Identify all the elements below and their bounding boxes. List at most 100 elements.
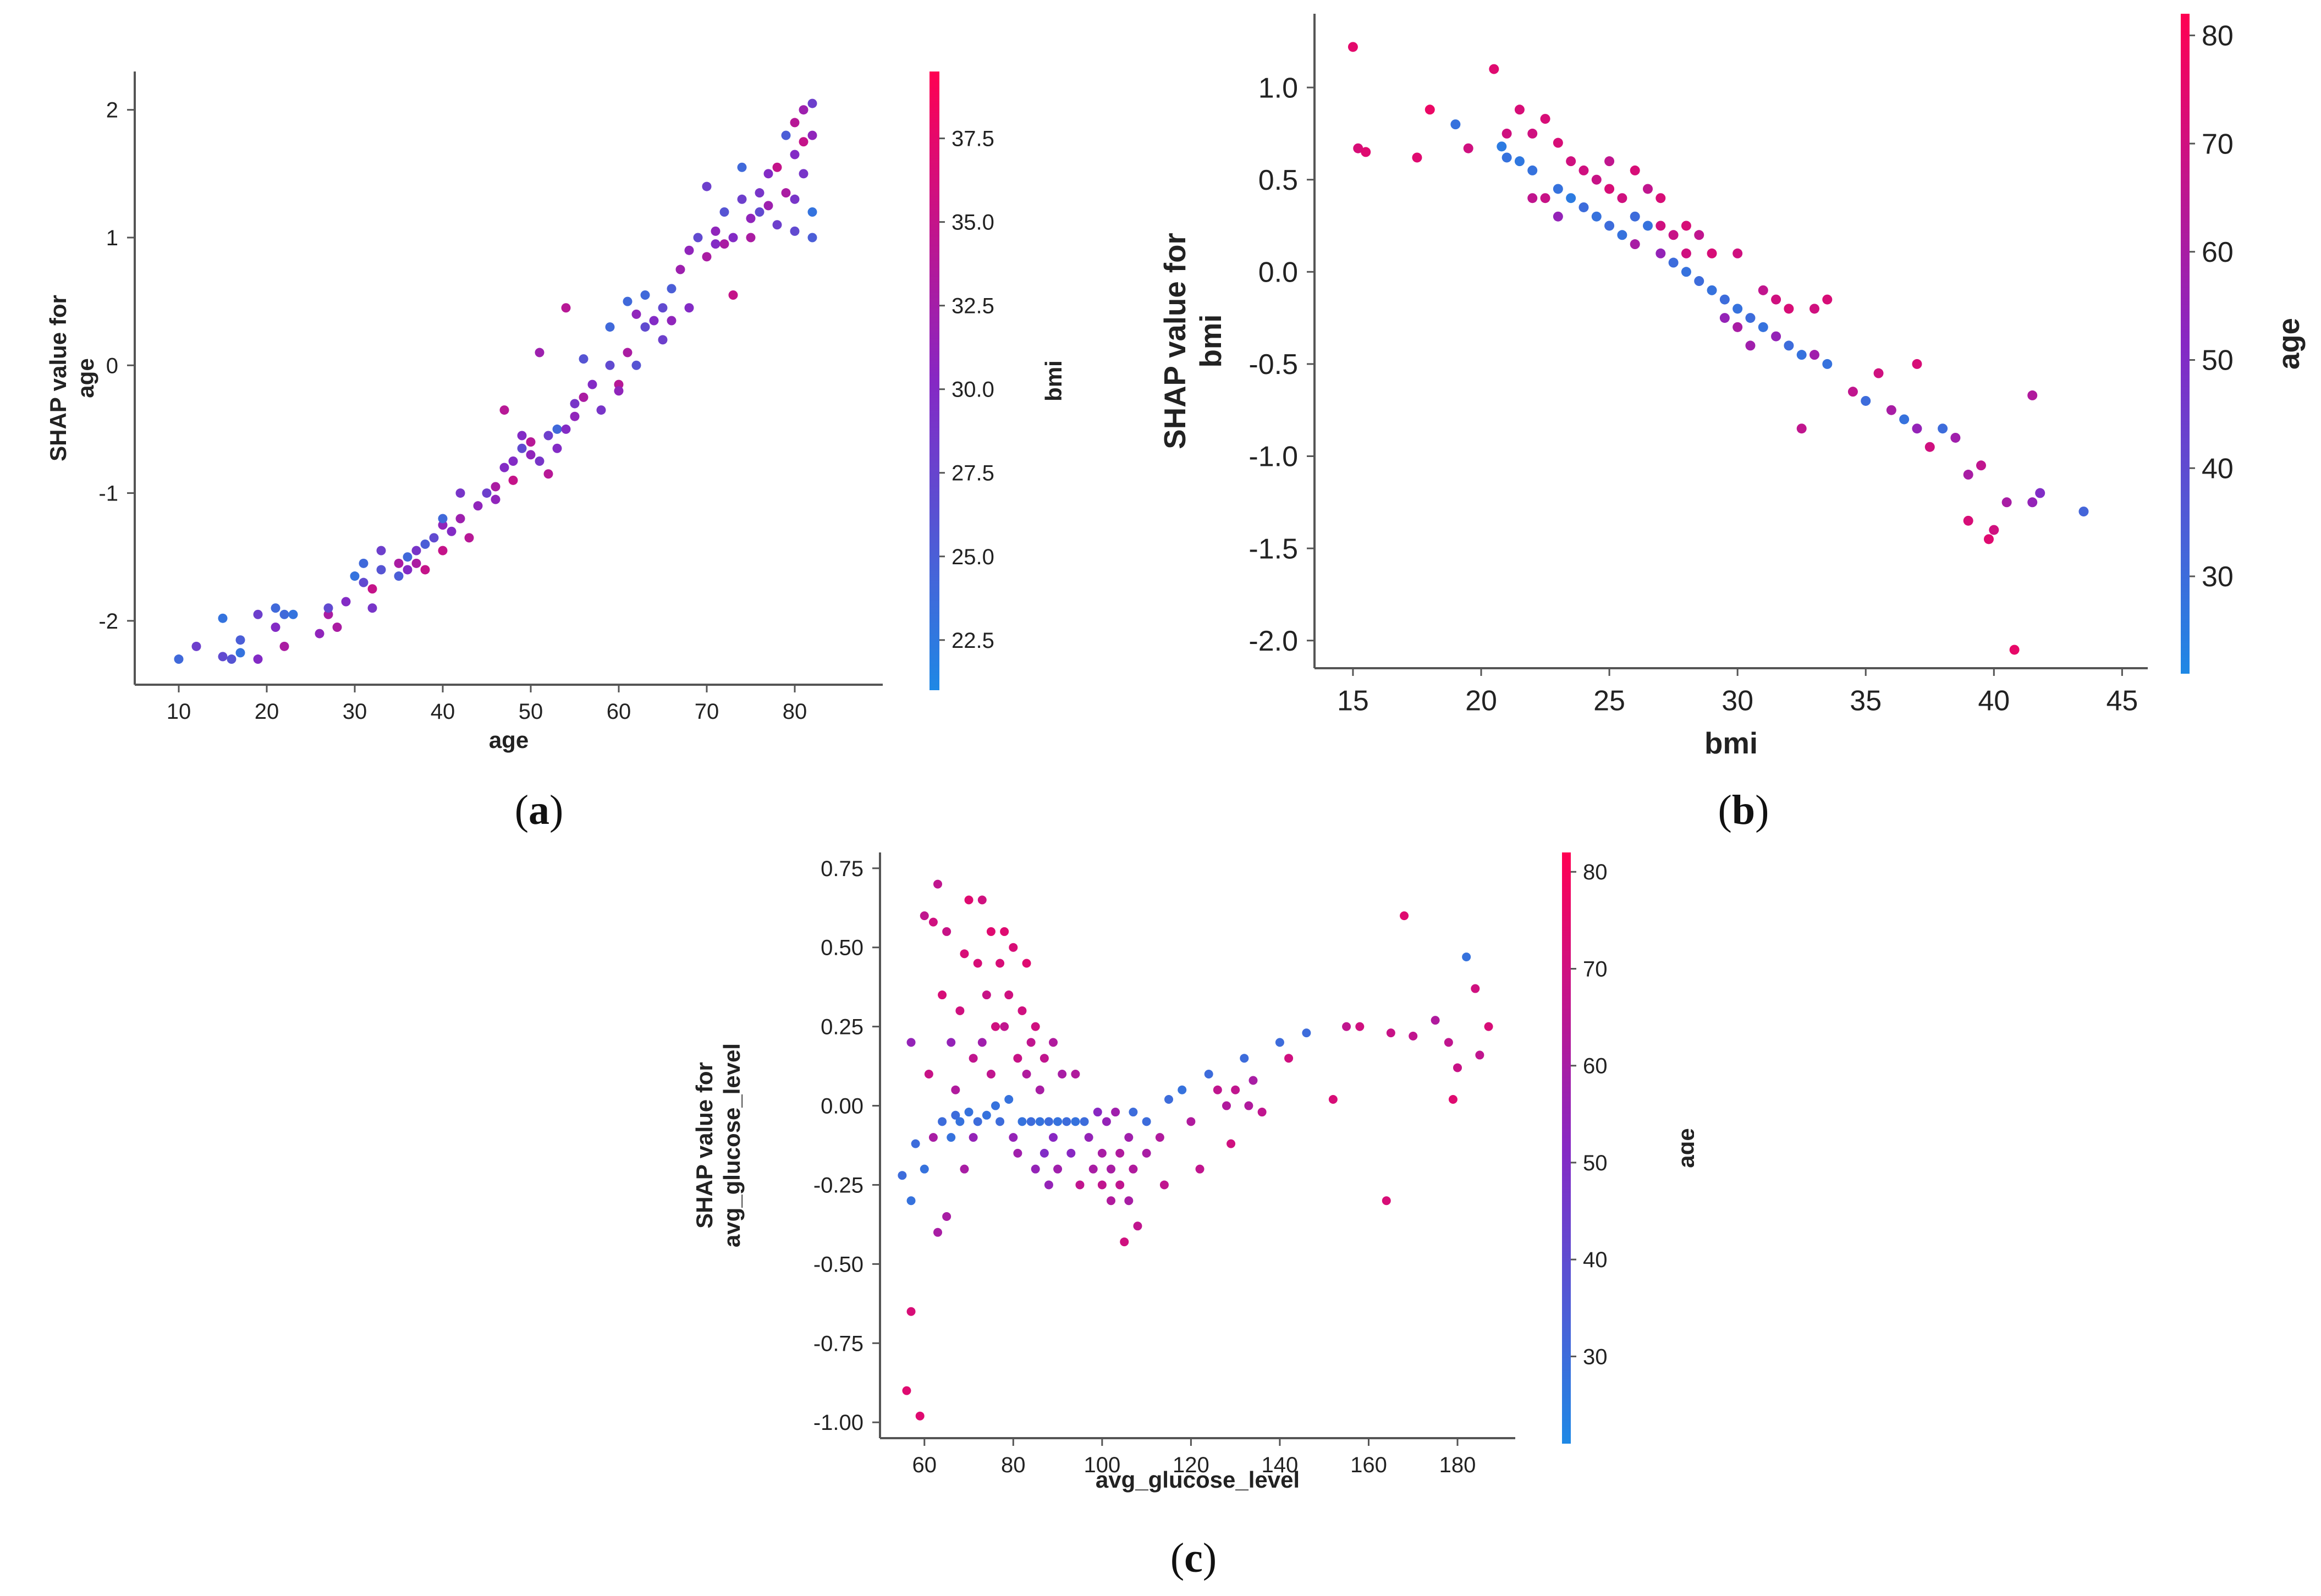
- y-tick-label: 0: [106, 354, 118, 378]
- data-point: [1502, 128, 1512, 139]
- colorbar-tick-label: 60: [2202, 236, 2234, 268]
- data-point: [605, 360, 615, 370]
- data-point: [986, 927, 996, 936]
- x-tick-label: 50: [519, 700, 543, 724]
- data-point: [1058, 1069, 1067, 1078]
- data-point: [1129, 1164, 1138, 1174]
- data-point: [1553, 184, 1563, 194]
- data-point: [1142, 1117, 1151, 1126]
- data-point: [1471, 984, 1480, 993]
- data-point: [790, 194, 800, 204]
- data-point: [1328, 1095, 1338, 1104]
- x-tick-label: 25: [1593, 685, 1625, 717]
- x-tick-label: 40: [1978, 685, 2010, 717]
- y-tick-label: -2.0: [1248, 625, 1298, 657]
- data-point: [1886, 405, 1896, 415]
- data-point: [323, 603, 333, 613]
- data-point: [951, 1110, 960, 1120]
- data-point: [1694, 276, 1704, 287]
- data-point: [631, 309, 641, 319]
- data-point: [991, 1022, 1000, 1031]
- y-tick-label: 0.5: [1258, 164, 1298, 196]
- data-point: [1342, 1022, 1351, 1031]
- data-point: [570, 411, 580, 421]
- data-point: [1053, 1117, 1063, 1126]
- data-point: [1963, 515, 1973, 526]
- colorbar-tick-label: 70: [2202, 128, 2234, 160]
- data-point: [1355, 1022, 1365, 1031]
- data-point: [517, 431, 527, 441]
- data-point: [964, 895, 974, 905]
- data-point: [1912, 423, 1922, 434]
- data-point: [1075, 1180, 1085, 1190]
- y-tick-label: 0.00: [821, 1094, 864, 1119]
- colorbar-tick-label: 30: [1583, 1345, 1608, 1369]
- data-point: [1382, 1196, 1391, 1206]
- data-point: [394, 558, 404, 568]
- data-point: [807, 233, 817, 243]
- data-point: [719, 239, 729, 249]
- data-point: [235, 648, 245, 658]
- data-point: [947, 1038, 956, 1047]
- data-point: [1630, 165, 1640, 175]
- y-tick-label: 0.0: [1258, 256, 1298, 288]
- data-point: [1733, 248, 1743, 258]
- data-point: [1084, 1133, 1093, 1142]
- data-point: [1071, 1117, 1080, 1126]
- data-point: [1386, 1028, 1395, 1038]
- data-point: [969, 1133, 978, 1142]
- data-point: [535, 348, 544, 357]
- data-point: [420, 565, 430, 575]
- data-point: [1409, 1031, 1418, 1041]
- scatter-chart-bmi: 15 20 25 30 35 40 45 -2.0 -1.5 -1.0 -0.5 0.0 0.5 1.0 b…: [1158, 14, 2306, 760]
- data-point: [271, 603, 280, 613]
- data-point: [359, 558, 369, 568]
- data-point: [1009, 943, 1018, 952]
- data-point: [1579, 165, 1589, 175]
- data-point: [1950, 432, 1961, 443]
- data-point: [1668, 230, 1679, 240]
- data-point: [1080, 1117, 1089, 1126]
- data-point: [1244, 1101, 1253, 1110]
- data-point: [772, 220, 782, 230]
- data-point: [1071, 1069, 1080, 1078]
- colorbar-gradient: [1562, 852, 1571, 1444]
- data-point: [928, 917, 938, 927]
- data-point: [1133, 1221, 1142, 1231]
- colorbar-tick-label: 27.5: [952, 461, 994, 486]
- data-point: [1026, 1038, 1036, 1047]
- data-point: [341, 597, 351, 607]
- data-point: [1771, 331, 1781, 342]
- data-point: [491, 482, 501, 492]
- data-point: [911, 1139, 920, 1148]
- x-tick-label: 10: [167, 700, 191, 724]
- data-points: [1348, 42, 2089, 655]
- data-point: [1899, 414, 1910, 425]
- data-point: [1129, 1108, 1138, 1117]
- data-point: [535, 456, 544, 466]
- data-point: [1745, 313, 1756, 323]
- x-tick-label: 160: [1350, 1453, 1387, 1477]
- colorbar-gradient: [2181, 14, 2190, 674]
- data-point: [1062, 1117, 1071, 1126]
- data-point: [1226, 1139, 1236, 1148]
- data-point: [1124, 1196, 1134, 1206]
- data-point: [491, 494, 501, 504]
- data-point: [667, 316, 676, 326]
- data-point: [977, 895, 987, 905]
- data-point: [1111, 1108, 1120, 1117]
- y-tick-label: -1: [98, 482, 118, 506]
- data-point: [1475, 1050, 1484, 1060]
- data-point: [1124, 1133, 1134, 1142]
- chart-panel-c: 60 80 100 120 140 160 180 -1.00 -0.75 -0.50 -0.25 0…: [649, 841, 1694, 1595]
- data-point: [1553, 211, 1563, 222]
- y-tick-label: 1.0: [1258, 72, 1298, 104]
- data-point: [332, 622, 342, 632]
- data-point: [605, 322, 615, 332]
- data-point: [1707, 248, 1717, 258]
- data-point: [499, 405, 509, 415]
- data-point: [986, 1069, 996, 1078]
- y-axis-label: SHAP value foravg_glucose_level: [691, 1043, 745, 1247]
- data-point: [464, 533, 474, 543]
- data-point: [552, 424, 562, 434]
